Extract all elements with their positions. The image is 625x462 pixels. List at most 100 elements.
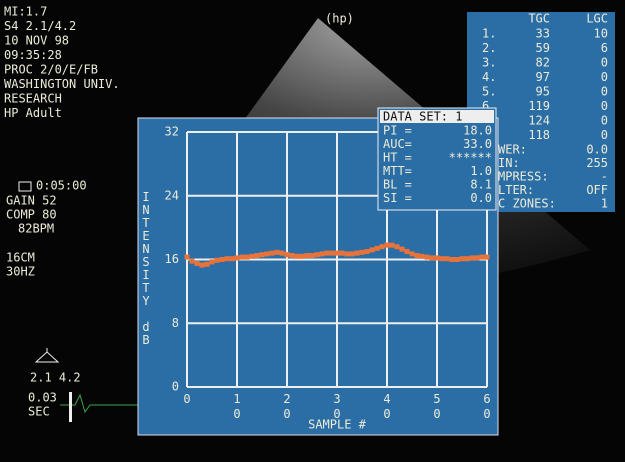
- data-point: [334, 250, 340, 256]
- data-point: [204, 261, 210, 267]
- row-label: 6: [482, 99, 489, 113]
- overlay-text: (hp) MI:1.7S4 2.1/4.210 NOV 9809:35:28PRO…: [4, 5, 608, 419]
- data-point: [459, 256, 465, 262]
- data-set-title: DATA SET: 1: [383, 110, 462, 124]
- info-line: 09:35:28: [4, 48, 62, 62]
- data-point: [264, 251, 270, 257]
- metric-value: 0.0: [470, 191, 492, 205]
- row-label: 3.: [482, 56, 496, 70]
- data-point: [399, 246, 405, 252]
- metric-value: ******: [449, 151, 492, 165]
- data-point: [284, 252, 290, 258]
- info-line: MI:1.7: [4, 5, 47, 19]
- data-point: [464, 256, 470, 262]
- data-point: [414, 253, 420, 259]
- info-line: RESEARCH: [4, 92, 62, 106]
- data-point: [424, 254, 430, 260]
- data-point: [429, 255, 435, 261]
- data-point: [344, 251, 350, 257]
- lgc-value: 0: [601, 56, 608, 70]
- y-tick-label: 0: [172, 380, 179, 394]
- setting-value: -: [601, 170, 608, 184]
- data-point: [199, 262, 205, 268]
- metric-value: 33.0: [463, 137, 492, 151]
- data-point: [454, 257, 460, 262]
- tgc-value: 82: [536, 56, 550, 70]
- data-point: [449, 257, 455, 262]
- tgc-value: 33: [536, 27, 550, 41]
- tgc-value: 118: [528, 128, 550, 142]
- data-point: [434, 255, 440, 261]
- data-point: [189, 258, 195, 264]
- setting-label: MPRESS:: [498, 170, 549, 184]
- probe-icon: [34, 348, 60, 363]
- tgc-value: 97: [536, 70, 550, 84]
- setting: 82BPM: [18, 222, 54, 236]
- metric-value: 8.1: [470, 178, 492, 192]
- metric-label: HT =: [383, 151, 412, 165]
- metric-label: PI =: [383, 124, 412, 138]
- x-tick-label: 40: [380, 392, 394, 422]
- lgc-value: 0: [601, 128, 608, 142]
- data-set-header-bg: [380, 110, 494, 123]
- data-point: [229, 256, 235, 262]
- data-point: [369, 247, 375, 253]
- data-point: [224, 256, 230, 262]
- data-point: [484, 254, 490, 260]
- row-label: 5.: [482, 85, 496, 99]
- info-line: S4 2.1/4.2: [4, 19, 76, 33]
- data-point: [299, 253, 305, 259]
- setting-label: WER:: [498, 143, 527, 157]
- lgc-value: 0: [601, 70, 608, 84]
- row-label: 4.: [482, 70, 496, 84]
- sweep-bar: [69, 392, 72, 422]
- data-point: [214, 257, 220, 263]
- data-point: [329, 250, 335, 256]
- info-line: WASHINGTON UNIV.: [4, 77, 120, 91]
- col-header: TGC: [528, 12, 550, 26]
- data-set-box: [377, 107, 497, 211]
- metric-label: AUC=: [383, 137, 412, 151]
- data-point: [324, 250, 330, 256]
- data-point: [389, 242, 395, 248]
- setting: 0:05:00: [36, 179, 87, 193]
- setting-value: 1: [601, 197, 608, 211]
- data-point: [294, 253, 300, 259]
- x-tick-label: 30: [330, 392, 344, 422]
- x-tick-label: 10: [230, 392, 244, 422]
- data-point: [279, 250, 285, 256]
- setting: 16CM: [6, 251, 35, 265]
- data-point: [269, 250, 275, 256]
- data-point: [219, 257, 225, 262]
- tgc-value: 59: [536, 41, 550, 55]
- data-point: [309, 253, 315, 259]
- data-point: [289, 253, 295, 259]
- data-point: [379, 244, 385, 250]
- data-point: [394, 244, 400, 250]
- data-point: [314, 252, 320, 258]
- ecg-trace: [60, 393, 138, 414]
- data-point: [249, 253, 255, 259]
- data-point: [274, 249, 280, 255]
- data-point: [384, 242, 390, 248]
- probe-freq: 2.1 4.2: [30, 371, 81, 385]
- data-point: [439, 256, 445, 262]
- y-tick-label: 16: [165, 252, 179, 266]
- data-point: [304, 253, 310, 259]
- info-line: PROC 2/0/E/FB: [4, 63, 98, 77]
- y-axis-label: INTENSITY dB: [139, 190, 153, 346]
- lgc-value: 10: [594, 27, 608, 41]
- x-axis-label: SAMPLE #: [308, 418, 367, 432]
- lgc-value: 0: [601, 85, 608, 99]
- row-label: 1.: [482, 27, 496, 41]
- y-tick-label: 24: [165, 188, 179, 202]
- setting-value: 0.0: [586, 143, 608, 157]
- data-point: [444, 256, 450, 262]
- info-line: 10 NOV 98: [4, 34, 69, 48]
- metric-label: MTT=: [383, 164, 412, 178]
- data-point: [354, 250, 360, 256]
- lgc-value: 0: [601, 114, 608, 128]
- data-point: [374, 245, 380, 251]
- data-point: [409, 251, 415, 257]
